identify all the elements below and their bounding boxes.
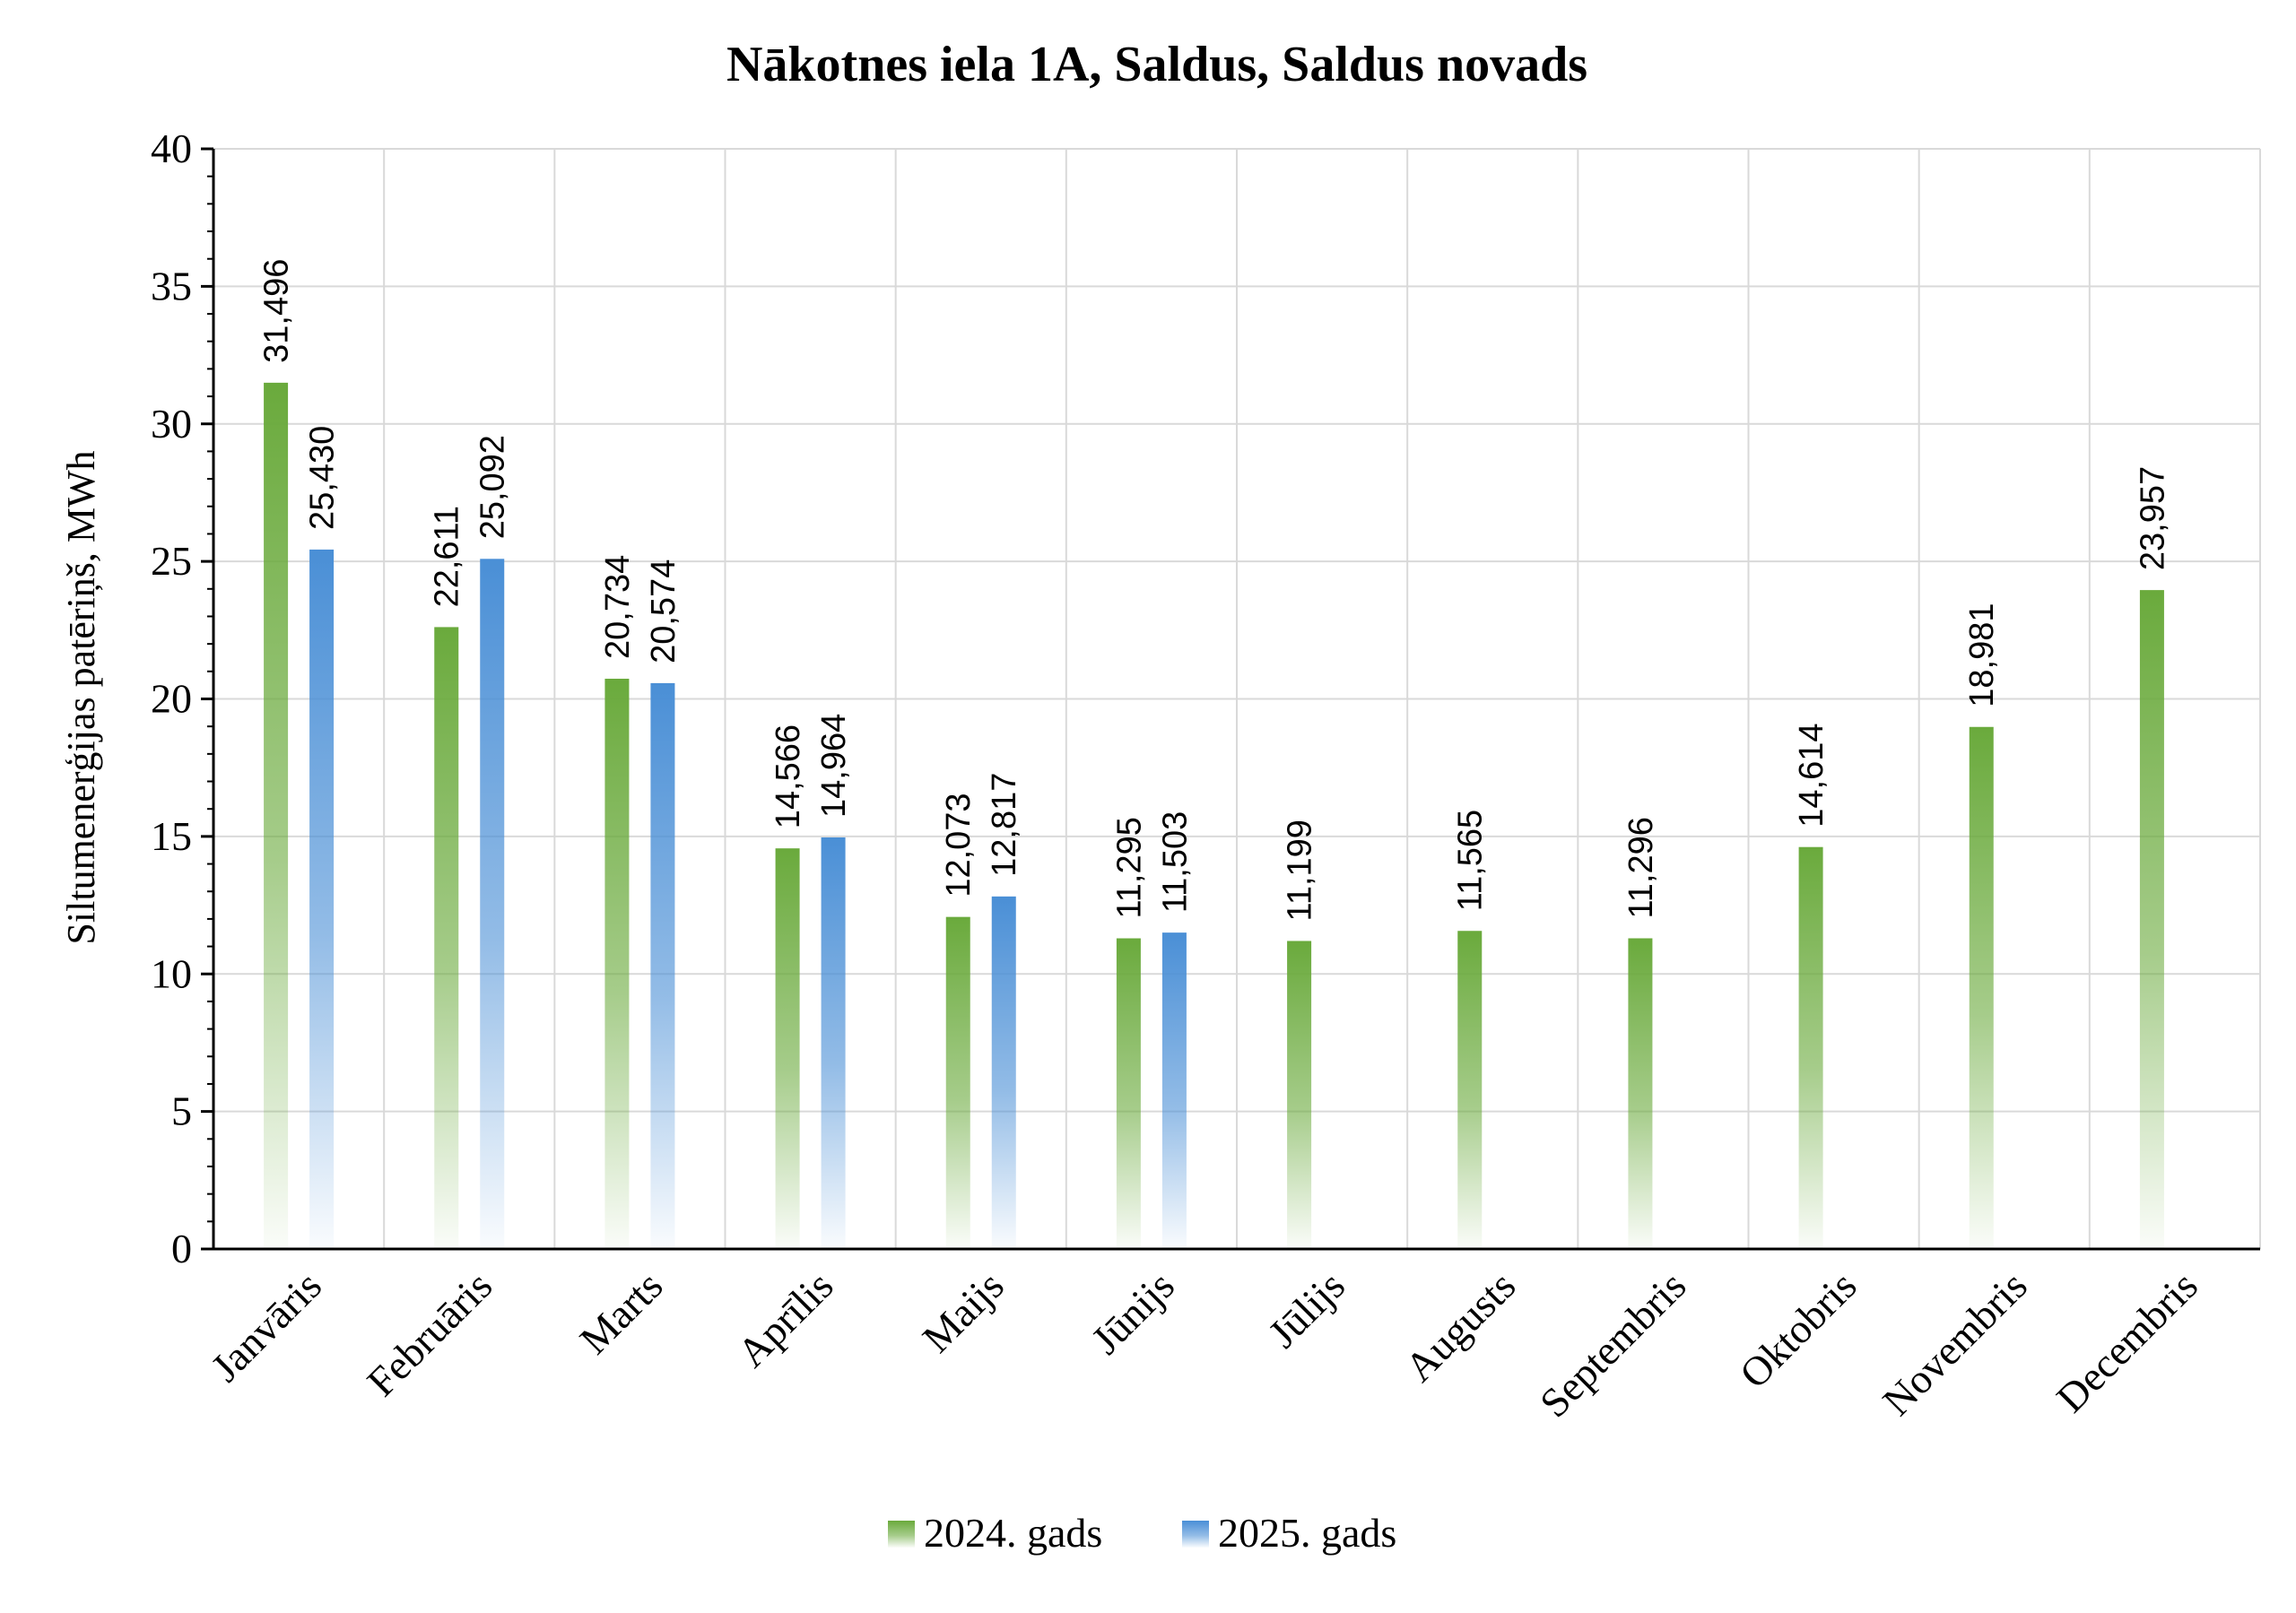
data-label: 20,574 — [645, 559, 683, 663]
bar — [1287, 941, 1312, 1249]
bar — [2139, 590, 2164, 1249]
y-axis-title: Siltumenerģijas patēriņš, MWh — [59, 450, 103, 944]
legend: 2024. gads 2025. gads — [888, 1510, 1396, 1556]
bar — [821, 837, 846, 1249]
axes: 0 5 10 15 20 25 30 35 40 Janvāris Februāris Marts Ap… — [151, 126, 2260, 1426]
chart-title: Nākotnes iela 1A, Saldus, Saldus novads — [726, 37, 1587, 92]
y-tick-label: 5 — [171, 1088, 192, 1134]
bar — [991, 896, 1016, 1249]
data-label: 11,503 — [1156, 811, 1194, 913]
gridlines — [213, 148, 2261, 1249]
x-tick-label: Jūnijs — [1083, 1262, 1183, 1363]
data-label: 14,614 — [1793, 723, 1831, 827]
y-tick-label: 40 — [151, 126, 192, 171]
x-tick-label: Maijs — [914, 1262, 1013, 1361]
bar — [480, 559, 505, 1249]
data-label: 25,430 — [304, 426, 342, 530]
x-tick-label: Oktobris — [1731, 1262, 1866, 1397]
bar — [604, 678, 630, 1249]
bar — [1161, 932, 1187, 1249]
data-label: 12,817 — [986, 773, 1023, 877]
bar — [1798, 846, 1823, 1249]
bar — [264, 382, 289, 1249]
bar — [1628, 938, 1653, 1249]
data-label: 12,073 — [940, 793, 978, 897]
bar — [1116, 938, 1141, 1249]
data-label: 20,734 — [599, 555, 637, 659]
data-label: 14,964 — [815, 714, 853, 818]
y-tick-label: 30 — [151, 401, 192, 447]
legend-swatch — [1182, 1521, 1209, 1548]
legend-swatch — [888, 1521, 915, 1548]
x-tick-label: Septembris — [1531, 1262, 1694, 1426]
x-tick-label: Marts — [571, 1262, 672, 1363]
bar — [434, 627, 459, 1249]
data-label: 11,565 — [1452, 810, 1490, 911]
y-tick-label: 25 — [151, 538, 192, 584]
data-label: 14,566 — [770, 724, 807, 828]
y-tick-label: 20 — [151, 676, 192, 722]
x-tick-label: Augusts — [1396, 1262, 1525, 1391]
y-tick-label: 15 — [151, 813, 192, 859]
x-tick-label: Jūlijs — [1259, 1262, 1353, 1357]
x-tick-label: Janvāris — [202, 1262, 330, 1391]
y-tick-label: 10 — [151, 950, 192, 996]
bar — [945, 916, 970, 1249]
bar — [309, 549, 335, 1249]
data-label: 31,496 — [258, 259, 296, 363]
data-label: 11,199 — [1282, 820, 1319, 921]
data-label: 22,611 — [429, 506, 466, 607]
bar — [1457, 931, 1483, 1249]
x-tick-label: Decembris — [2048, 1262, 2206, 1421]
x-tick-label: Aprīlis — [728, 1262, 841, 1375]
data-label: 11,295 — [1110, 817, 1148, 918]
legend-label: 2024. gads — [924, 1510, 1102, 1556]
x-tick-label: Novembris — [1874, 1262, 2036, 1425]
data-label: 11,296 — [1622, 817, 1660, 918]
data-label: 23,957 — [2134, 466, 2171, 570]
data-label: 25,092 — [474, 435, 512, 539]
legend-label: 2025. gads — [1218, 1510, 1396, 1556]
bar — [775, 848, 800, 1249]
y-tick-label: 35 — [151, 263, 192, 308]
data-label: 18,981 — [1963, 603, 2001, 707]
x-tick-label: Februāris — [358, 1262, 500, 1405]
bars — [264, 382, 2164, 1249]
bar — [1969, 726, 1994, 1249]
bar — [650, 682, 675, 1249]
y-tick-label: 0 — [171, 1226, 192, 1271]
